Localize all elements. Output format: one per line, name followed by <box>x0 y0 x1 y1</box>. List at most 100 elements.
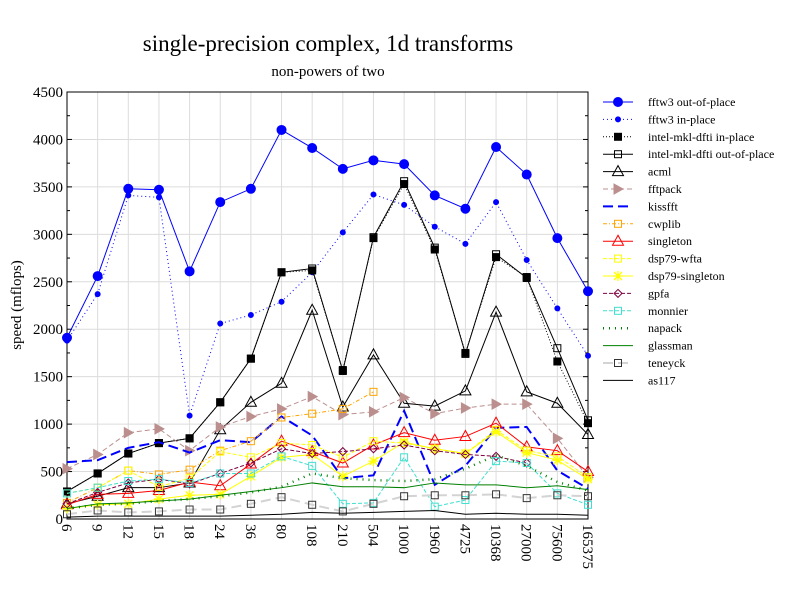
data-point-marker <box>523 256 530 263</box>
legend-label: fftw3 in-place <box>648 112 715 126</box>
x-tick-label: 75600 <box>548 524 564 562</box>
series-line <box>66 482 589 510</box>
data-point-marker <box>369 387 378 396</box>
data-point-marker <box>492 250 501 259</box>
data-point-marker <box>124 449 133 458</box>
legend-label: acml <box>648 165 672 179</box>
data-point-marker <box>155 194 162 201</box>
data-point-marker <box>277 268 286 277</box>
data-point-marker <box>125 192 132 199</box>
data-point-marker <box>337 471 348 482</box>
data-point-marker <box>308 461 317 470</box>
legend-item: glassman <box>603 339 693 353</box>
data-point-marker <box>460 449 471 460</box>
data-point-marker <box>370 191 377 198</box>
data-point-marker <box>492 490 501 499</box>
data-point-marker <box>461 349 470 358</box>
data-point-marker <box>244 456 258 469</box>
y-tick-label: 0 <box>56 512 64 528</box>
y-tick-label: 3500 <box>33 180 63 196</box>
data-point-marker <box>63 510 71 519</box>
data-point-marker <box>217 320 224 327</box>
series-intel-mkl-dfti-in-place <box>63 180 592 496</box>
data-point-marker <box>123 426 135 439</box>
data-point-marker <box>184 490 195 501</box>
legend-label: cwplib <box>648 217 681 231</box>
data-point-marker <box>185 478 194 487</box>
data-point-marker <box>277 403 288 415</box>
data-point-marker <box>154 507 163 516</box>
series-line <box>66 509 589 518</box>
data-point-marker <box>338 366 347 375</box>
series-line <box>66 455 589 508</box>
legend-item: singleton <box>603 234 692 248</box>
data-point-marker <box>553 357 562 366</box>
data-point-marker <box>124 477 133 486</box>
data-point-marker <box>247 311 254 318</box>
chart-title: single-precision complex, 1d transforms <box>143 31 514 56</box>
x-tick-label: 12 <box>119 524 135 539</box>
data-point-marker <box>430 445 440 456</box>
data-point-marker <box>338 446 348 457</box>
data-point-marker <box>338 499 347 508</box>
data-point-marker <box>613 271 623 281</box>
legend-item: napack <box>603 321 682 335</box>
data-point-marker <box>584 416 592 425</box>
data-point-marker <box>522 494 531 503</box>
data-point-marker <box>305 303 319 315</box>
series-napack <box>66 454 589 510</box>
data-point-marker <box>554 305 561 312</box>
data-point-marker <box>123 478 134 488</box>
data-point-marker <box>520 384 534 397</box>
series-fftw3-in-place <box>64 191 591 419</box>
data-point-marker <box>368 444 379 454</box>
data-point-marker <box>92 271 103 282</box>
data-point-marker <box>339 229 346 236</box>
data-point-marker <box>614 359 622 367</box>
data-point-marker <box>246 499 255 508</box>
legend-item: gpfa <box>603 286 670 300</box>
series-line <box>66 129 589 338</box>
data-point-marker <box>278 298 285 305</box>
data-point-marker <box>185 505 194 514</box>
data-point-marker <box>614 306 622 315</box>
y-tick-label: 500 <box>41 465 64 481</box>
data-point-marker <box>552 233 563 244</box>
x-tick-label: 4725 <box>456 524 472 554</box>
x-tick-label: 1000 <box>395 524 411 554</box>
series-line <box>66 422 589 506</box>
data-point-marker <box>553 344 562 353</box>
data-point-marker <box>460 448 471 459</box>
legend-item: monnier <box>603 304 688 318</box>
legend-item: as117 <box>603 373 676 387</box>
data-point-marker <box>123 498 134 509</box>
data-point-marker <box>551 396 564 408</box>
data-point-marker <box>614 150 622 159</box>
data-point-marker <box>215 197 226 208</box>
data-point-marker <box>369 499 378 508</box>
series-acml <box>60 303 595 509</box>
legend-label: fftpack <box>648 182 682 196</box>
legend-item: cwplib <box>603 217 681 231</box>
data-point-marker <box>462 240 469 247</box>
data-point-marker <box>338 453 347 462</box>
data-point-marker <box>184 266 195 277</box>
legend-label: kissfft <box>648 199 678 213</box>
data-point-marker <box>337 163 348 174</box>
data-point-marker <box>521 447 532 458</box>
data-point-marker <box>614 219 622 228</box>
data-point-marker <box>245 471 256 482</box>
data-point-marker <box>338 507 347 516</box>
x-tick-label: 1960 <box>426 524 442 554</box>
data-point-marker <box>186 412 193 419</box>
legend-label: gpfa <box>648 286 670 300</box>
legend-item: intel-mkl-dfti in-place <box>603 130 754 144</box>
series-intel-mkl-dfti-out-of-place <box>63 177 592 496</box>
series-fftw3-out-of-place <box>62 124 593 343</box>
data-point-marker <box>215 421 227 433</box>
legend-label: intel-mkl-dfti in-place <box>648 130 754 144</box>
series-line <box>66 308 589 505</box>
x-tick-label: 10368 <box>487 524 503 562</box>
data-point-marker <box>308 264 317 273</box>
